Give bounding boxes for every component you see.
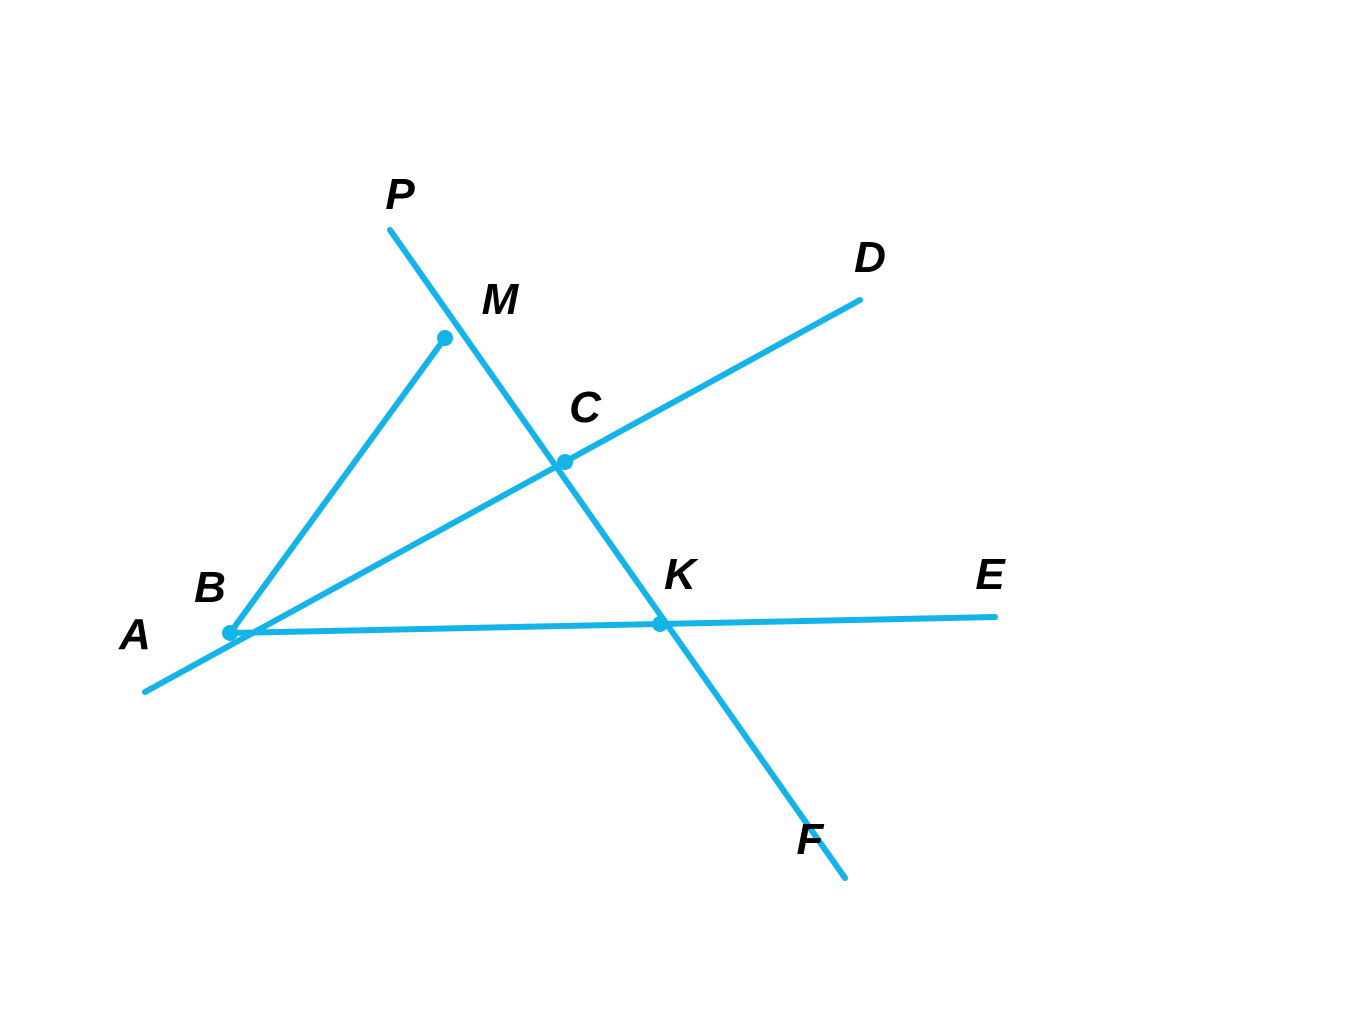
label-C: C — [569, 383, 601, 433]
label-F: F — [797, 815, 824, 865]
label-D: D — [854, 233, 886, 283]
geometry-canvas — [0, 0, 1350, 1036]
point-M — [437, 330, 453, 346]
segment-BE — [230, 617, 995, 633]
label-A: A — [119, 610, 151, 660]
segment-PF — [390, 230, 845, 878]
point-C — [557, 454, 573, 470]
label-P: P — [385, 170, 414, 220]
label-B: B — [194, 563, 226, 613]
point-K — [652, 616, 668, 632]
label-M: M — [482, 275, 519, 325]
label-K: K — [664, 550, 696, 600]
point-B — [222, 625, 238, 641]
label-E: E — [975, 550, 1004, 600]
